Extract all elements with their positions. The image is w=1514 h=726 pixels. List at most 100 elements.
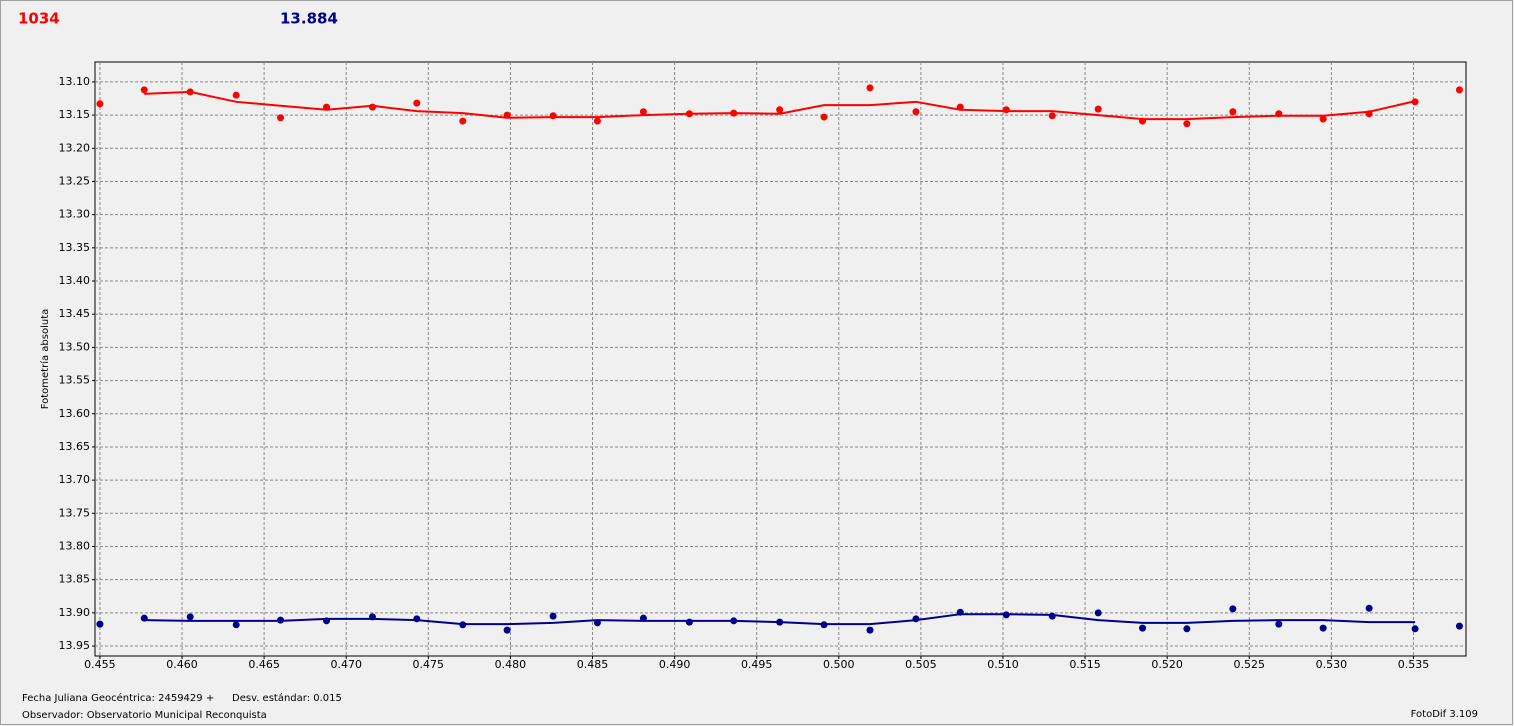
data-point	[730, 617, 738, 625]
data-point	[549, 112, 557, 120]
data-point	[1048, 612, 1056, 620]
y-tick-label: 13.15	[59, 108, 91, 121]
data-point	[1365, 110, 1373, 118]
data-point	[1275, 110, 1283, 118]
data-point	[1411, 625, 1419, 633]
data-point	[323, 103, 331, 111]
data-point	[820, 621, 828, 629]
data-point	[140, 86, 148, 94]
x-tick-label: 0.535	[1398, 658, 1430, 671]
data-point	[912, 615, 920, 623]
annotation: 1034	[18, 10, 60, 28]
x-tick-label: 0.525	[1234, 658, 1266, 671]
data-point	[503, 111, 511, 119]
y-tick-label: 13.30	[59, 208, 91, 221]
data-point	[956, 608, 964, 616]
data-point	[1002, 106, 1010, 114]
data-point	[593, 117, 601, 125]
data-point	[866, 626, 874, 634]
data-point	[232, 621, 240, 629]
y-tick-label: 13.60	[59, 407, 91, 420]
x-tick-label: 0.515	[1069, 658, 1101, 671]
footer-date: Fecha Juliana Geocéntrica: 2459429 +	[22, 692, 214, 704]
data-point	[277, 114, 285, 122]
data-point	[1319, 624, 1327, 632]
x-tick-label: 0.500	[823, 658, 855, 671]
x-tick-label: 0.475	[413, 658, 445, 671]
x-tick-label: 0.530	[1316, 658, 1348, 671]
data-point	[1229, 108, 1237, 116]
data-point	[96, 620, 104, 628]
x-tick-label: 0.485	[577, 658, 609, 671]
data-point	[1139, 117, 1147, 125]
data-point	[685, 618, 693, 626]
x-tick-label: 0.480	[495, 658, 527, 671]
y-tick-label: 13.20	[59, 141, 91, 154]
data-point	[1002, 611, 1010, 619]
y-tick-label: 13.80	[59, 539, 91, 552]
data-point	[1411, 98, 1419, 106]
x-tick-label: 0.460	[166, 658, 198, 671]
data-point	[1275, 620, 1283, 628]
plot-area	[94, 61, 1467, 657]
data-point	[639, 108, 647, 116]
data-point	[232, 91, 240, 99]
data-point	[1365, 604, 1373, 612]
y-axis-label: Fotometría absoluta	[39, 309, 51, 410]
y-tick-label: 13.40	[59, 274, 91, 287]
footer-app: FotoDif 3.109	[1411, 709, 1478, 720]
data-point	[96, 100, 104, 108]
x-tick-label: 0.465	[248, 658, 280, 671]
data-point	[1183, 625, 1191, 633]
data-point	[1183, 120, 1191, 128]
annotation: 13.884	[280, 10, 338, 28]
data-point	[1319, 115, 1327, 123]
data-point	[368, 613, 376, 621]
y-tick-label: 13.10	[59, 75, 91, 88]
data-point	[730, 109, 738, 117]
y-tick-label: 13.25	[59, 174, 91, 187]
data-point	[685, 110, 693, 118]
y-tick-label: 13.90	[59, 606, 91, 619]
data-point	[549, 612, 557, 620]
data-point	[1048, 112, 1056, 120]
data-point	[1139, 624, 1147, 632]
y-tick-label: 13.70	[59, 473, 91, 486]
x-tick-label: 0.520	[1151, 658, 1183, 671]
data-point	[186, 613, 194, 621]
data-point	[912, 108, 920, 116]
data-point	[459, 621, 467, 629]
data-point	[503, 626, 511, 634]
x-tick-label: 0.505	[905, 658, 937, 671]
data-point	[186, 88, 194, 96]
fit-line	[144, 90, 1416, 121]
data-point	[639, 614, 647, 622]
data-point	[413, 615, 421, 623]
data-point	[956, 103, 964, 111]
data-point	[277, 616, 285, 624]
data-point	[1455, 622, 1463, 630]
data-point	[413, 99, 421, 107]
data-point	[593, 619, 601, 627]
data-point	[459, 117, 467, 125]
data-point	[866, 84, 874, 92]
x-tick-label: 0.470	[330, 658, 362, 671]
y-tick-label: 13.55	[59, 374, 91, 387]
x-tick-label: 0.455	[84, 658, 116, 671]
data-point	[776, 106, 784, 114]
data-point	[1094, 609, 1102, 617]
x-tick-label: 0.495	[741, 658, 773, 671]
y-tick-label: 13.95	[59, 639, 91, 652]
footer-stdev: Desv. estándar: 0.015	[232, 692, 342, 704]
footer-observer: Observador: Observatorio Municipal Recon…	[22, 710, 267, 721]
data-point	[776, 618, 784, 626]
data-point	[1094, 105, 1102, 113]
y-tick-label: 13.75	[59, 506, 91, 519]
y-tick-label: 13.50	[59, 340, 91, 353]
data-point	[1229, 605, 1237, 613]
data-point	[1455, 86, 1463, 94]
data-point	[140, 614, 148, 622]
y-tick-label: 13.45	[59, 307, 91, 320]
